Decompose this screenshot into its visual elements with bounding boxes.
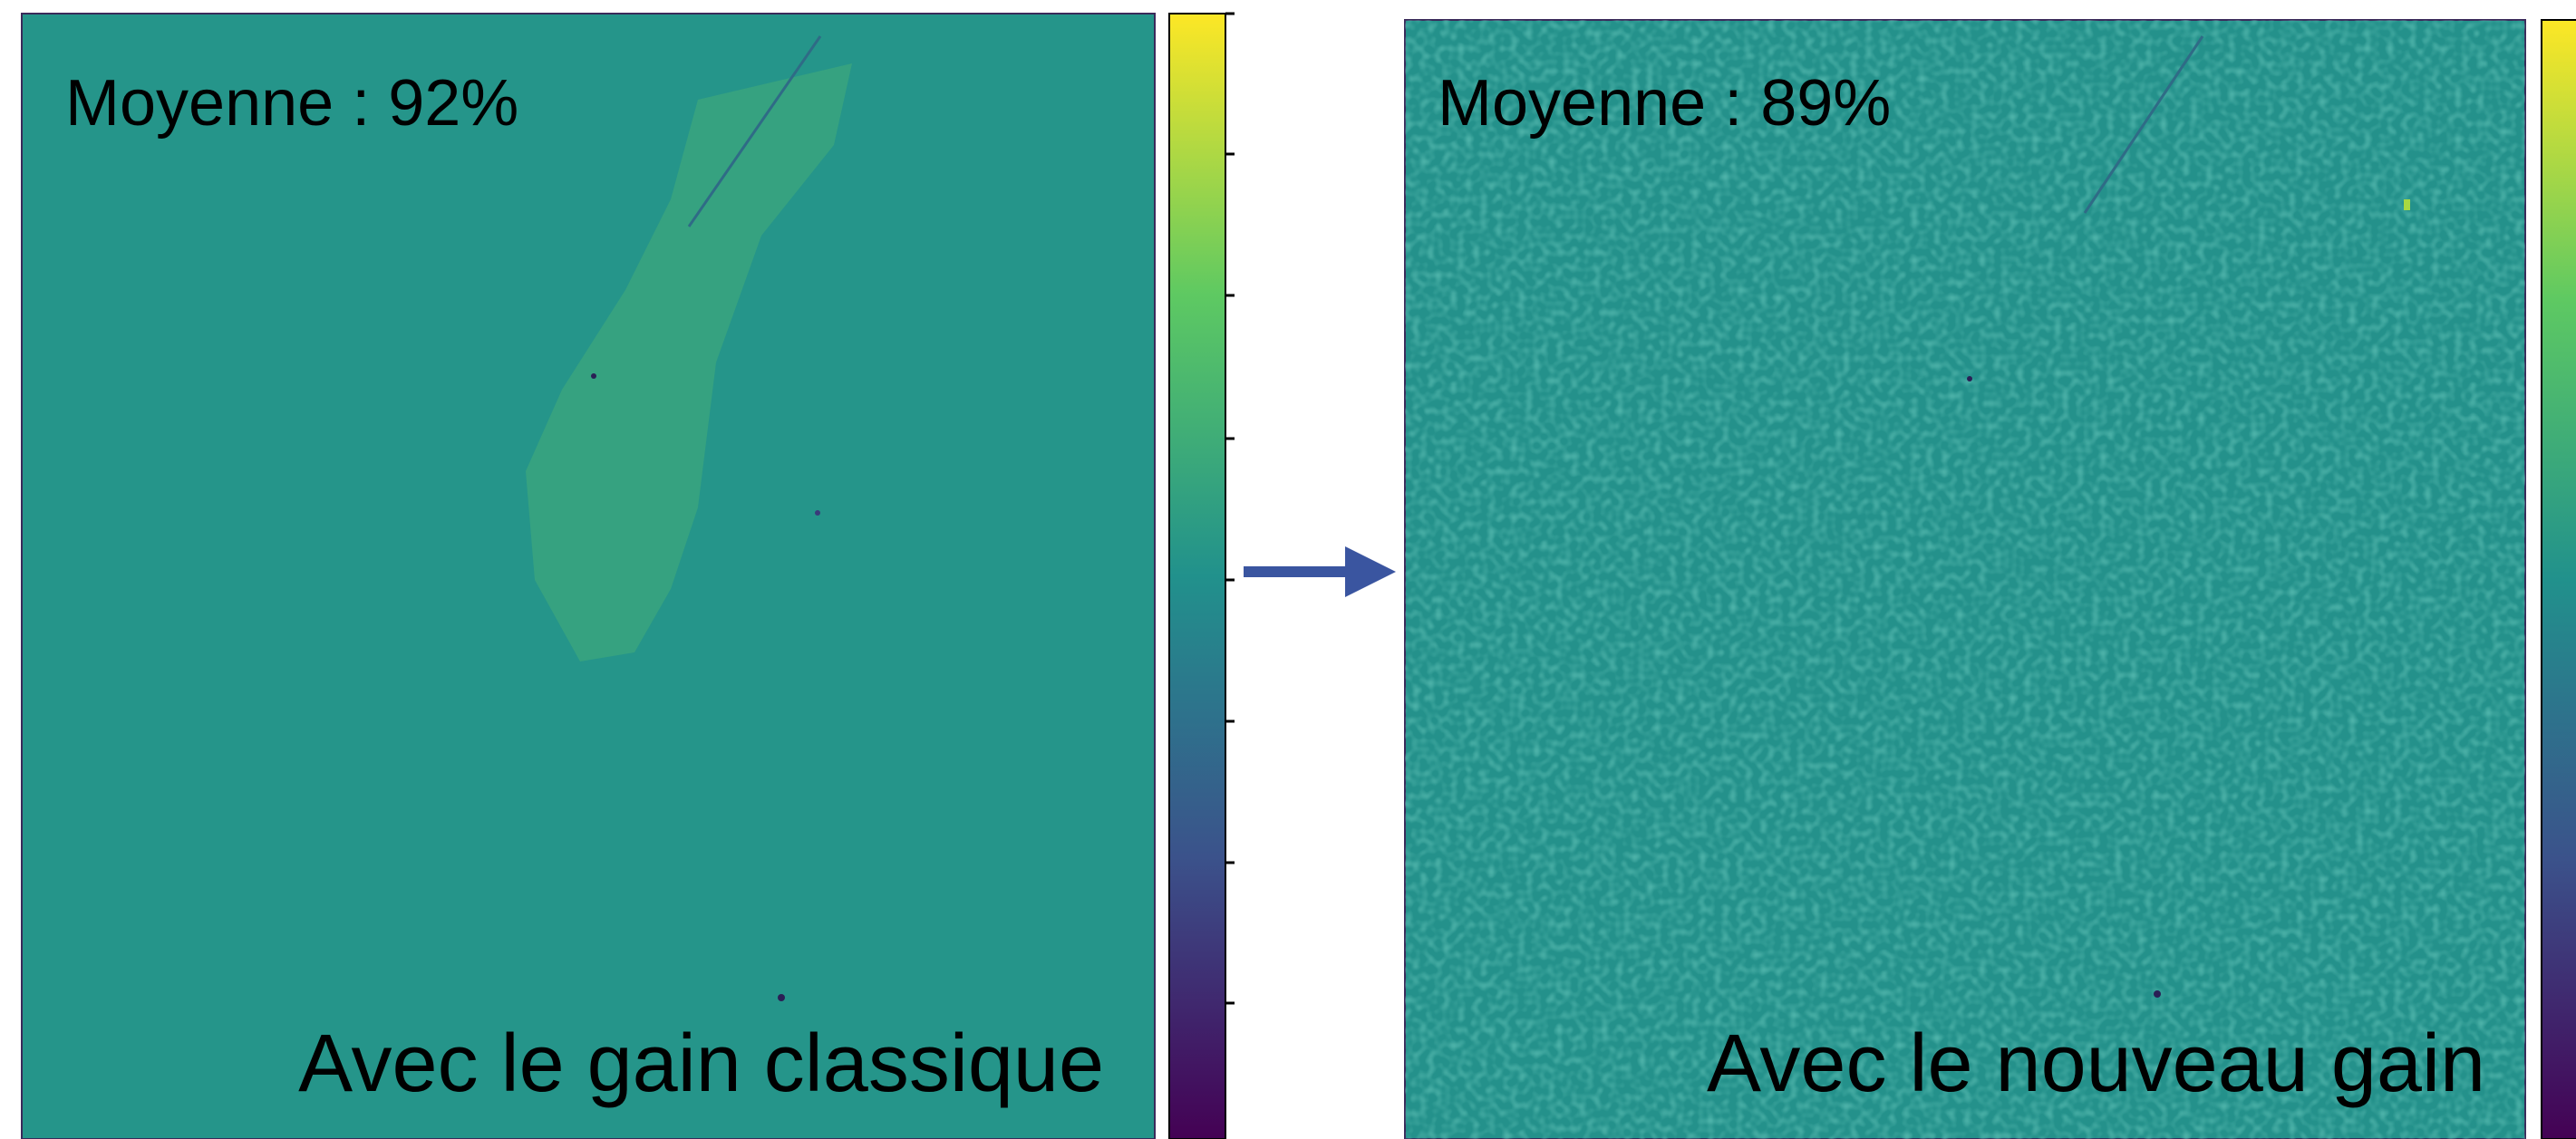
colorbar xyxy=(1169,14,1235,1139)
caption: Avec le gain classique xyxy=(298,1018,1104,1109)
defect xyxy=(778,994,785,1001)
defect xyxy=(591,373,596,379)
heatmap-texture xyxy=(1405,20,2525,1139)
colorbar-ticks xyxy=(1225,14,1235,1003)
defect xyxy=(2154,990,2161,998)
page: Moyenne : 92% Avec le gain classique Moy… xyxy=(0,0,2576,1139)
figure: Moyenne : 92% Avec le gain classique Moy… xyxy=(0,0,2576,1139)
mean-label: Moyenne : 89% xyxy=(1438,67,1891,140)
colorbar-fill xyxy=(2542,20,2576,1139)
arrow xyxy=(1244,546,1396,597)
defect xyxy=(2404,199,2410,210)
right-panel: Moyenne : 89% Avec le nouveau gain xyxy=(1405,20,2525,1139)
defect xyxy=(815,510,820,516)
mean-label: Moyenne : 92% xyxy=(65,67,518,140)
colorbar-fill xyxy=(1169,14,1225,1139)
left-panel: Moyenne : 92% Avec le gain classique xyxy=(22,14,1155,1139)
caption: Avec le nouveau gain xyxy=(1707,1018,2485,1109)
defect xyxy=(1967,376,1972,381)
